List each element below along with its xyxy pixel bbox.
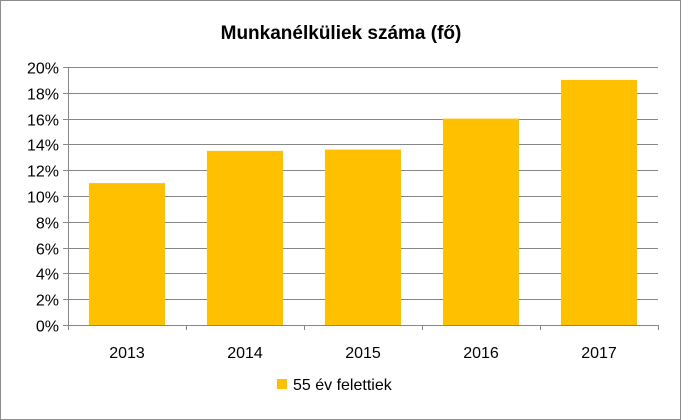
bar-2014 xyxy=(206,150,284,325)
y-tick-label: 6% xyxy=(36,242,59,259)
x-tick-label: 2015 xyxy=(345,345,381,362)
x-tick-label: 2014 xyxy=(227,345,263,362)
bars xyxy=(88,79,638,326)
x-tick-label: 2016 xyxy=(463,345,499,362)
bar-2015 xyxy=(324,149,402,325)
x-tick-label: 2017 xyxy=(581,345,617,362)
y-tick-label: 0% xyxy=(36,319,59,336)
chart-title: Munkanélküliek száma (fő) xyxy=(221,23,462,44)
y-tick-label: 20% xyxy=(27,61,59,78)
y-tick-label: 18% xyxy=(27,87,59,104)
bar-2013 xyxy=(88,183,166,325)
y-tick-label: 8% xyxy=(36,216,59,233)
legend-label: 55 év felettiek xyxy=(293,377,393,394)
y-tick-label: 14% xyxy=(27,138,59,155)
y-tick-label: 2% xyxy=(36,293,59,310)
x-axis-ticks: 2013 2014 2015 2016 2017 xyxy=(109,345,617,362)
bar-2016 xyxy=(442,118,520,325)
bar-2017 xyxy=(560,79,638,326)
y-tick-label: 16% xyxy=(27,113,59,130)
legend: 55 év felettiek xyxy=(277,377,393,394)
y-tick-label: 10% xyxy=(27,190,59,207)
x-tick-label: 2013 xyxy=(109,345,145,362)
y-axis-ticks: 0% 2% 4% 6% 8% 10% 12% 14% 16% 18% 20% xyxy=(27,61,59,336)
legend-swatch xyxy=(277,379,287,389)
y-tick-label: 4% xyxy=(36,267,59,284)
y-tick-label: 12% xyxy=(27,164,59,181)
